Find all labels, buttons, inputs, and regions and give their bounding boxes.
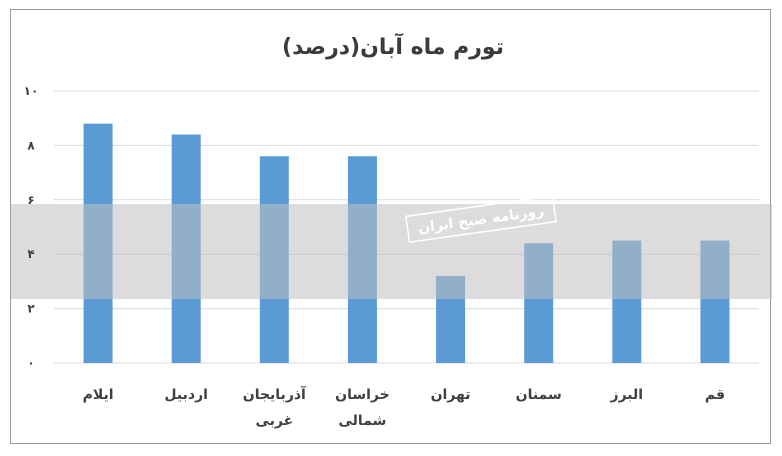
category-label: ایلام [83,387,114,403]
y-axis-ticks: ۰ ۲ ۴ ۶ ۸ ۱۰ [24,84,39,370]
y-tick-label: ۱۰ [24,84,39,98]
category-label: تهران [431,387,471,403]
category-label: سمنان [516,387,562,403]
category-label: شمالی [339,413,387,429]
y-tick-label: ۶ [27,193,34,207]
y-tick-label: ۸ [27,138,35,152]
watermark-band [11,204,772,299]
y-tick-label: ۲ [27,302,35,316]
category-label: البرز [610,387,644,403]
bar-chart: تورم ماه آبان(درصد) روزنامه صبح ایران ۰۲… [11,32,772,429]
category-label: اردبیل [164,387,208,403]
category-label: قم [705,387,725,403]
y-tick-label: ۰ [27,356,34,370]
category-label: آذربایجان [243,385,307,403]
chart-title: تورم ماه آبان(درصد) [282,32,504,60]
y-tick-label: ۴ [27,247,34,261]
category-labels: ایلام اردبیل آذربایجان غربی خراسان شمالی تهران… [83,385,725,429]
category-label: غربی [255,413,293,429]
category-label: خراسان [335,387,390,403]
